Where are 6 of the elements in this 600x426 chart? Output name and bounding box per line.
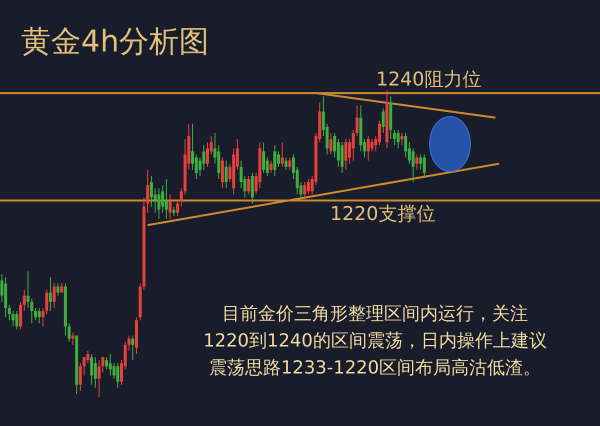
chart-title: 黄金4h分析图: [21, 24, 210, 60]
annotation: 目前金价三角形整理区间内运行，关注: [222, 304, 528, 324]
annotation: 1220到1240的区间震荡，日内操作上建议: [203, 330, 547, 352]
ref-line-label: 1240阻力位: [376, 68, 482, 91]
annotation: 震荡思路1233-1220区间布局高沽低渣。: [208, 358, 542, 378]
ref-line-label: 1220支撑位: [330, 203, 436, 226]
